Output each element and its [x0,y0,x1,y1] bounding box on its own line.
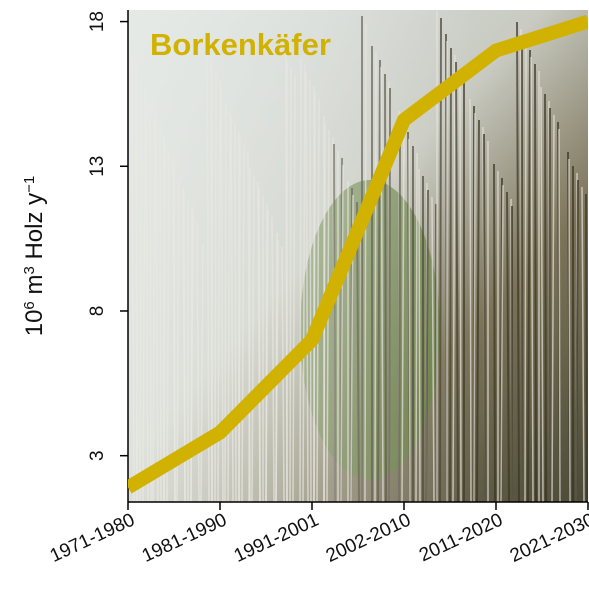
y-tick-label: 13 [87,156,108,177]
x-tick-label: 2021-2030 [507,509,589,566]
y-tick-label: 8 [87,306,108,317]
x-tick-label: 2002-2010 [323,509,414,566]
y-label-part: Holz y [21,193,48,266]
y-label-part: 6 [21,301,38,309]
y-label-part: 3 [21,266,38,274]
y-axis-label: 106 m3 Holz y−1 [21,176,49,337]
x-tick-label: 1991-2001 [231,509,322,566]
x-tick-label: 2011-2020 [416,509,506,566]
annotation: Borkenkäfer [150,27,331,62]
background-photo [126,10,588,502]
haze [128,10,588,502]
y-label-part: 10 [21,310,48,337]
x-tick-label: 1981-1990 [139,509,230,566]
y-label-part: −1 [21,176,38,193]
y-label-part: m [21,275,48,302]
y-tick-label: 18 [87,11,108,32]
chart: 3 8 13 18 1971-19801981-19901991-20012002-20… [0,0,589,604]
x-tick-label: 1971-1980 [47,509,138,566]
y-tick-label: 3 [87,450,108,461]
